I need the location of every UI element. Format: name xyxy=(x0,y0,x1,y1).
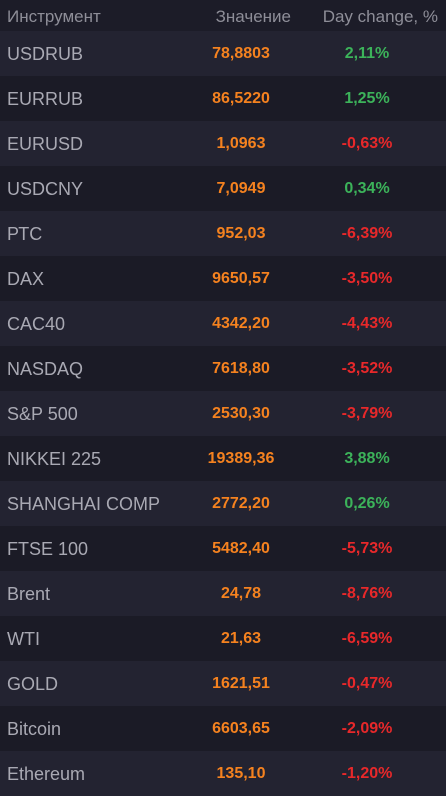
day-change: -3,50% xyxy=(341,270,393,287)
instrument-name: WTI xyxy=(7,629,40,649)
table-row[interactable]: USDRUB 78,8803 2,11% xyxy=(0,31,446,76)
instrument-value: 1,0963 xyxy=(216,135,266,152)
day-change: -0,63% xyxy=(341,135,393,152)
instrument-name: NIKKEI 225 xyxy=(7,449,102,469)
instrument-value: 1621,51 xyxy=(212,675,270,692)
instrument-value: 5482,40 xyxy=(212,540,270,557)
header-cell: Day change, % xyxy=(322,7,438,26)
day-change: -4,43% xyxy=(341,315,393,332)
header-cell: Инструмент xyxy=(7,7,101,26)
table-row[interactable]: Brent 24,78 -8,76% xyxy=(0,571,446,616)
instrument-name: FTSE 100 xyxy=(7,539,89,559)
instrument-value: 19389,36 xyxy=(207,450,275,467)
instrument-value: 4342,20 xyxy=(212,315,270,332)
day-change: -8,76% xyxy=(341,585,393,602)
instrument-value: 6603,65 xyxy=(212,720,270,737)
instrument-name: РТС xyxy=(7,224,43,244)
day-change: 0,26% xyxy=(344,495,390,512)
table-row[interactable]: CAC40 4342,20 -4,43% xyxy=(0,301,446,346)
instrument-name: EURRUB xyxy=(7,89,84,109)
header-cell: Значение xyxy=(215,7,291,26)
table-row[interactable]: SHANGHAI COMP 2772,20 0,26% xyxy=(0,481,446,526)
day-change: 0,34% xyxy=(344,180,390,197)
instrument-name: Bitcoin xyxy=(7,719,62,739)
instrument-name: EURUSD xyxy=(7,134,84,154)
day-change: 1,25% xyxy=(344,90,390,107)
table-row[interactable]: EURRUB 86,5220 1,25% xyxy=(0,76,446,121)
table-row[interactable]: NASDAQ 7618,80 -3,52% xyxy=(0,346,446,391)
day-change: -6,59% xyxy=(341,630,393,647)
day-change: -0,47% xyxy=(341,675,393,692)
instrument-value: 7,0949 xyxy=(216,180,266,197)
instrument-name: SHANGHAI COMP xyxy=(7,494,161,514)
instrument-name: Brent xyxy=(7,584,51,604)
table-row[interactable]: Ethereum 135,10 -1,20% xyxy=(0,751,446,796)
instrument-value: 135,10 xyxy=(216,765,266,782)
day-change: -2,09% xyxy=(341,720,393,737)
instrument-value: 86,5220 xyxy=(212,90,270,107)
table-row[interactable]: Bitcoin 6603,65 -2,09% xyxy=(0,706,446,751)
instrument-value: 2772,20 xyxy=(212,495,270,512)
table-row[interactable]: NIKKEI 225 19389,36 3,88% xyxy=(0,436,446,481)
instrument-name: DAX xyxy=(7,269,45,289)
instrument-value: 78,8803 xyxy=(212,45,270,62)
table-row[interactable]: S&P 500 2530,30 -3,79% xyxy=(0,391,446,436)
instrument-value: 2530,30 xyxy=(212,405,270,422)
instrument-value: 24,78 xyxy=(220,585,262,602)
table-row[interactable]: WTI 21,63 -6,59% xyxy=(0,616,446,661)
instrument-value: 952,03 xyxy=(216,225,266,242)
instrument-name: CAC40 xyxy=(7,314,66,334)
table-row[interactable]: DAX 9650,57 -3,50% xyxy=(0,256,446,301)
instrument-value: 21,63 xyxy=(220,630,262,647)
table-header: Инструмент Значение Day change, % xyxy=(0,0,446,31)
instrument-name: S&P 500 xyxy=(7,404,78,424)
table-row[interactable]: USDCNY 7,0949 0,34% xyxy=(0,166,446,211)
day-change: 2,11% xyxy=(344,45,390,62)
instrument-name: USDCNY xyxy=(7,179,84,199)
day-change: -3,52% xyxy=(341,360,393,377)
table-row[interactable]: GOLD 1621,51 -0,47% xyxy=(0,661,446,706)
day-change: -5,73% xyxy=(341,540,393,557)
instrument-name: NASDAQ xyxy=(7,359,84,379)
table-row[interactable]: EURUSD 1,0963 -0,63% xyxy=(0,121,446,166)
day-change: -6,39% xyxy=(341,225,393,242)
day-change: -1,20% xyxy=(341,765,393,782)
instrument-name: USDRUB xyxy=(7,44,84,64)
instrument-name: GOLD xyxy=(7,674,59,694)
day-change: -3,79% xyxy=(341,405,393,422)
instrument-value: 7618,80 xyxy=(212,360,270,377)
table-row[interactable]: РТС 952,03 -6,39% xyxy=(0,211,446,256)
instrument-name: Ethereum xyxy=(7,764,86,784)
instrument-value: 9650,57 xyxy=(212,270,270,287)
table-row[interactable]: FTSE 100 5482,40 -5,73% xyxy=(0,526,446,571)
day-change: 3,88% xyxy=(344,450,390,467)
